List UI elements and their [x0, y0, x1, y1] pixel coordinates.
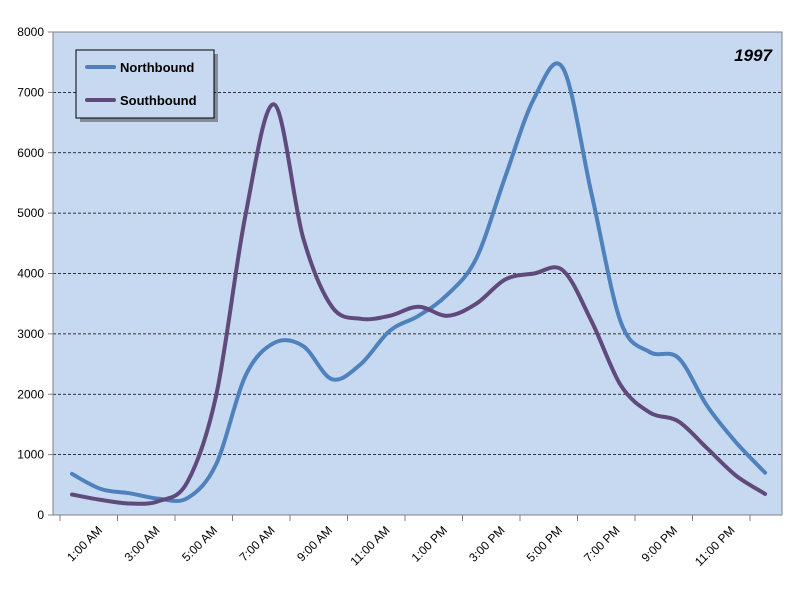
series-line-northbound — [70, 61, 768, 504]
y-tick-label: 6000 — [17, 146, 44, 160]
x-axis-ticks: 1:00 AM 3:00 AM 5:00 AM 7:00 AM 9:00 AM 11:00… — [59, 515, 751, 569]
legend-label-southbound: Southbound — [120, 93, 197, 108]
x-tick-label: 7:00 PM — [581, 523, 623, 565]
y-tick-label: 7000 — [17, 85, 44, 99]
series-line-southbound — [70, 102, 768, 506]
y-tick-label: 2000 — [17, 387, 44, 401]
y-tick-label: 4000 — [17, 267, 44, 281]
chart-title: 1997 — [734, 46, 773, 65]
x-tick-label: 11:00 PM — [692, 523, 738, 569]
legend: Northbound Southbound — [75, 49, 218, 122]
y-axis-ticks: 0 1000 2000 3000 4000 5000 6000 7000 8000 — [17, 25, 53, 522]
series-lines — [70, 61, 768, 506]
x-tick-label: 3:00 PM — [466, 523, 508, 565]
x-tick-label: 7:00 AM — [237, 523, 278, 564]
y-tick-label: 0 — [37, 508, 44, 522]
legend-box — [75, 49, 215, 119]
y-tick-label: 5000 — [17, 206, 44, 220]
x-tick-label: 9:00 PM — [639, 523, 681, 565]
x-tick-label: 5:00 PM — [524, 523, 566, 565]
y-tick-label: 3000 — [17, 327, 44, 341]
x-tick-label: 5:00 AM — [179, 523, 220, 564]
x-tick-label: 1:00 AM — [64, 523, 105, 564]
x-tick-label: 9:00 AM — [294, 523, 335, 564]
x-tick-label: 1:00 PM — [409, 523, 451, 565]
y-tick-label: 1000 — [17, 448, 44, 462]
legend-label-northbound: Northbound — [120, 60, 194, 75]
x-tick-label: 3:00 AM — [122, 523, 163, 564]
y-tick-label: 8000 — [17, 25, 44, 39]
x-tick-label: 11:00 AM — [347, 523, 392, 568]
